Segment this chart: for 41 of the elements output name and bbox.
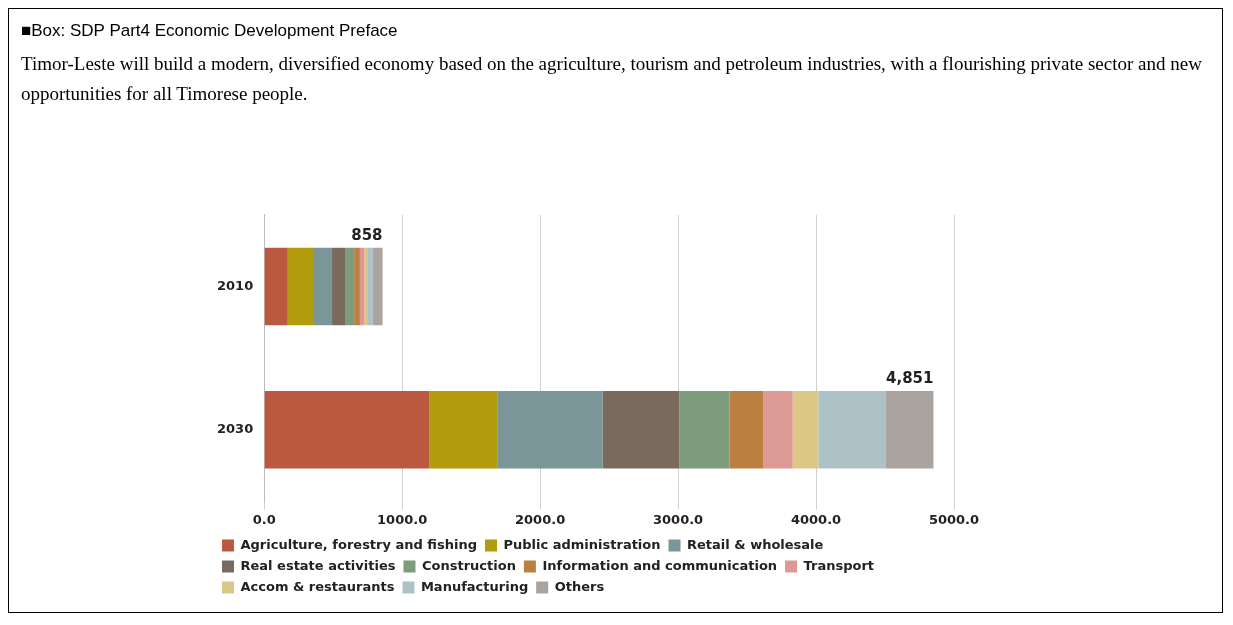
bar [264,247,288,326]
bar [364,247,368,326]
bar [429,391,498,469]
legend-label: Agriculture, forestry and fishing [240,536,477,552]
y-tick-label: 2030 [216,421,254,437]
x-tick-label: 1000.0 [377,511,428,527]
bar [367,247,373,326]
legend-label: Manufacturing [420,578,529,594]
legend-label: Retail & wholesale [687,536,824,552]
x-tick-label: 3000.0 [652,511,704,527]
bar [287,247,314,326]
total-label: 858 [351,226,383,245]
legend-label: Construction [421,557,516,573]
bar [792,391,819,469]
bar [332,247,346,326]
bar [602,391,680,469]
legend-label: Public administration [503,536,661,552]
x-tick-label: 2000.0 [515,511,566,527]
legend-label: Information and communication [542,557,778,573]
y-tick-label: 2010 [216,277,254,293]
bar [354,247,360,326]
chart-title: ■Box: SDP Part4 Economic Development Preface [21,21,399,41]
bar [818,391,886,469]
chart-subtitle: Timor-Leste will build a modern, diversified economy based on the agriculture, tourism and petroleum industries, with a flourishing private sector and new opportunities for all Timorese people. [21,52,1203,106]
bar [885,391,934,469]
bar [729,391,764,469]
bar [313,247,333,326]
bar [763,391,793,469]
bar [372,247,383,326]
legend-label: Accom & restaurants [240,578,395,594]
legend-label: Real estate activities [240,557,396,573]
legend-label: Others [554,578,605,594]
bar [345,247,355,326]
x-tick-label: 4000.0 [790,511,842,527]
total-label: 4,851 [885,369,934,388]
x-tick-label: 5000.0 [928,511,980,527]
bar [264,391,430,469]
legend-label: Transport [803,557,875,573]
x-tick-label: 0.0 [252,511,276,527]
bar [679,391,730,469]
bar [497,391,603,469]
